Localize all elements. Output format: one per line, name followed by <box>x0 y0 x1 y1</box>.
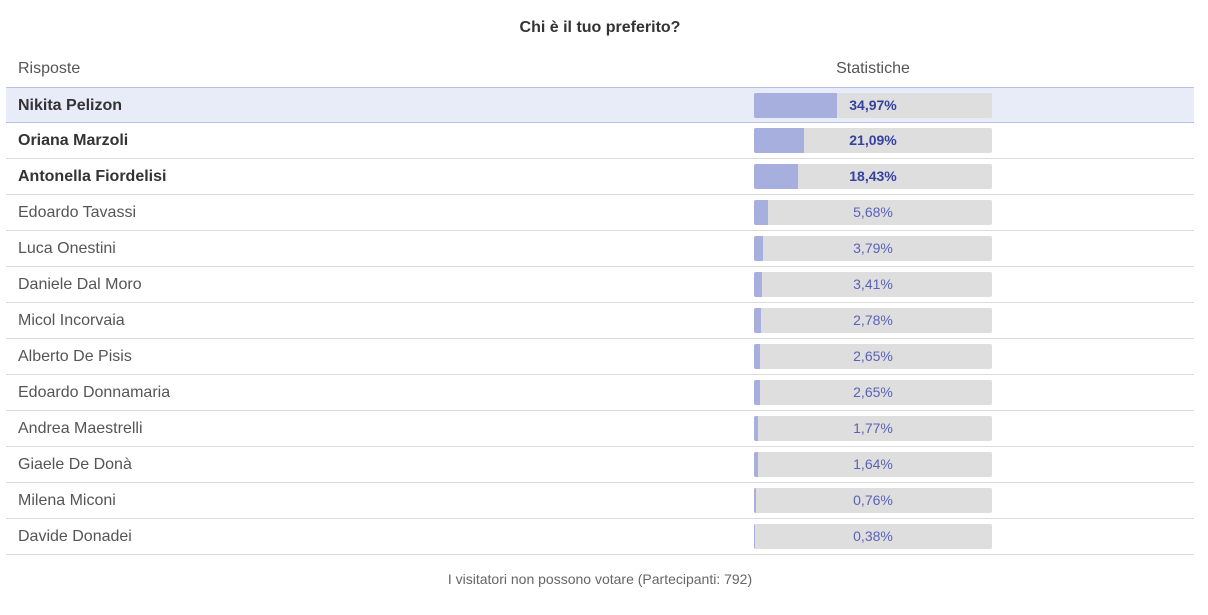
percent-bar: 0,38% <box>754 524 992 549</box>
percent-bar: 1,64% <box>754 452 992 477</box>
percent-value: 2,65% <box>853 348 893 364</box>
percent-value: 34,97% <box>849 97 897 113</box>
percent-bar-fill <box>754 524 755 549</box>
percent-bar-fill <box>754 272 763 297</box>
percent-bar-fill <box>754 344 761 369</box>
poll-results: Chi è il tuo preferito? Risposte Statist… <box>6 0 1194 615</box>
percent-bar-fill <box>754 93 838 118</box>
percent-bar: 2,65% <box>754 380 992 405</box>
table-header: Risposte Statistiche <box>6 58 1194 86</box>
header-statistics: Statistiche <box>836 60 910 77</box>
answer-label: Nikita Pelizon <box>18 97 123 114</box>
list-item: Micol Incorvaia 2,78% <box>6 303 1194 339</box>
percent-bar-fill <box>754 488 756 513</box>
poll-title: Chi è il tuo preferito? <box>519 19 681 36</box>
percent-value: 1,64% <box>853 456 893 472</box>
list-item: Edoardo Tavassi 5,68% <box>6 195 1194 231</box>
percent-bar-fill <box>754 164 798 189</box>
percent-bar: 34,97% <box>754 93 992 118</box>
results-list: Nikita Pelizon 34,97% Oriana Marzoli 21,09%… <box>6 87 1194 555</box>
answer-label: Andrea Maestrelli <box>18 420 143 437</box>
percent-bar-fill <box>754 308 761 333</box>
percent-value: 21,09% <box>849 132 897 148</box>
answer-label: Oriana Marzoli <box>18 132 129 149</box>
percent-bar-fill <box>754 452 758 477</box>
list-item: Nikita Pelizon 34,97% <box>6 87 1194 123</box>
answer-label: Edoardo Donnamaria <box>18 384 171 401</box>
percent-bar: 0,76% <box>754 488 992 513</box>
percent-bar: 18,43% <box>754 164 992 189</box>
percent-bar-fill <box>754 200 768 225</box>
list-item: Antonella Fiordelisi 18,43% <box>6 159 1194 195</box>
percent-value: 1,77% <box>853 420 893 436</box>
list-item: Edoardo Donnamaria 2,65% <box>6 375 1194 411</box>
list-item: Andrea Maestrelli 1,77% <box>6 411 1194 447</box>
answer-label: Antonella Fiordelisi <box>18 168 167 185</box>
percent-bar: 3,41% <box>754 272 992 297</box>
answer-label: Micol Incorvaia <box>18 312 125 329</box>
percent-bar-fill <box>754 380 761 405</box>
percent-bar-fill <box>754 128 805 153</box>
list-item: Davide Donadei 0,38% <box>6 519 1194 555</box>
percent-value: 3,41% <box>853 276 893 292</box>
percent-bar: 21,09% <box>754 128 992 153</box>
list-item: Daniele Dal Moro 3,41% <box>6 267 1194 303</box>
percent-bar-fill <box>754 416 759 441</box>
list-item: Luca Onestini 3,79% <box>6 231 1194 267</box>
percent-value: 5,68% <box>853 204 893 220</box>
percent-bar: 2,78% <box>754 308 992 333</box>
header-answers: Risposte <box>18 60 81 77</box>
list-item: Oriana Marzoli 21,09% <box>6 123 1194 159</box>
percent-bar: 2,65% <box>754 344 992 369</box>
answer-label: Daniele Dal Moro <box>18 276 142 293</box>
list-item: Giaele De Donà 1,64% <box>6 447 1194 483</box>
percent-value: 2,78% <box>853 312 893 328</box>
percent-value: 3,79% <box>853 240 893 256</box>
percent-bar: 3,79% <box>754 236 992 261</box>
percent-bar: 1,77% <box>754 416 992 441</box>
percent-bar: 5,68% <box>754 200 992 225</box>
percent-value: 0,76% <box>853 492 893 508</box>
answer-label: Alberto De Pisis <box>18 348 132 365</box>
percent-value: 0,38% <box>853 528 893 544</box>
answer-label: Giaele De Donà <box>18 456 132 473</box>
answer-label: Milena Miconi <box>18 492 116 509</box>
percent-value: 2,65% <box>853 384 893 400</box>
answer-label: Luca Onestini <box>18 240 116 257</box>
percent-bar-fill <box>754 236 764 261</box>
percent-value: 18,43% <box>849 168 897 184</box>
list-item: Milena Miconi 0,76% <box>6 483 1194 519</box>
list-item: Alberto De Pisis 2,65% <box>6 339 1194 375</box>
participants-footer: I visitatori non possono votare (Parteci… <box>447 571 753 587</box>
answer-label: Edoardo Tavassi <box>18 204 136 221</box>
answer-label: Davide Donadei <box>18 528 132 545</box>
